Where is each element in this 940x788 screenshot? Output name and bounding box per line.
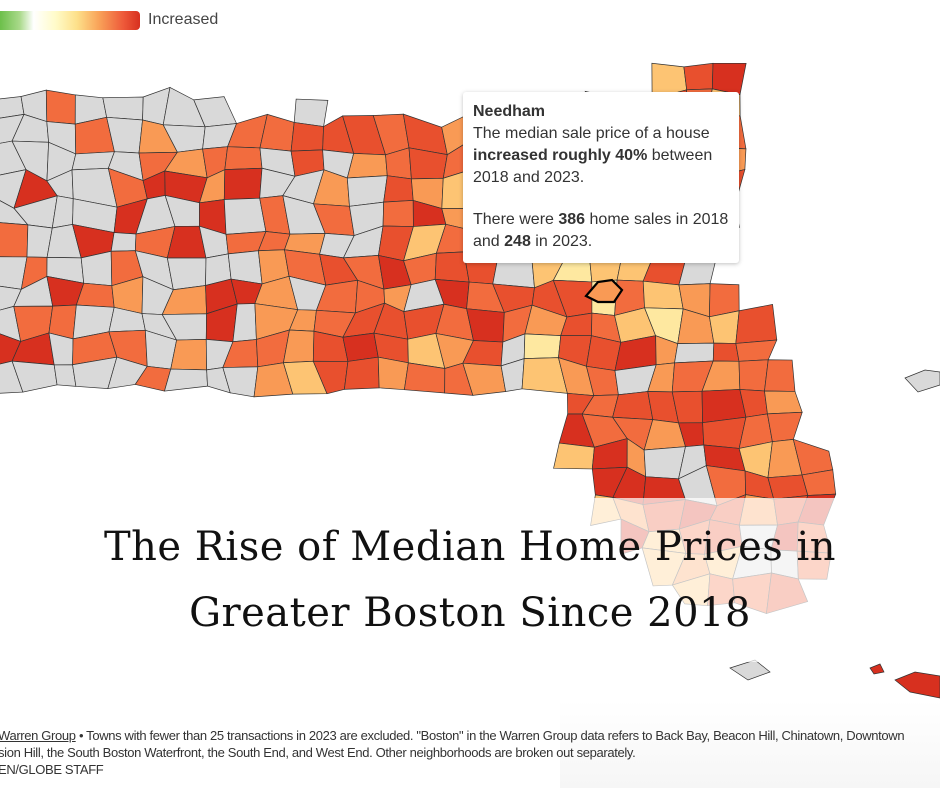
town-shape[interactable] bbox=[383, 175, 414, 203]
town-shape[interactable] bbox=[377, 356, 409, 391]
town-shape[interactable] bbox=[683, 62, 714, 91]
island-shape[interactable] bbox=[904, 369, 940, 393]
town-shape[interactable] bbox=[0, 222, 29, 258]
tooltip-line: home sales in 2018 bbox=[585, 211, 729, 228]
town-shape[interactable] bbox=[227, 250, 263, 285]
town-shape[interactable] bbox=[553, 442, 595, 470]
credit-text: EN/GLOBE STAFF bbox=[0, 762, 104, 777]
tooltip-sales-2018: 386 bbox=[558, 211, 586, 228]
town-shape[interactable] bbox=[166, 257, 207, 291]
town-shape[interactable] bbox=[223, 167, 263, 200]
source-link[interactable]: Warren Group bbox=[0, 728, 76, 743]
tooltip-line: The median sale price of a house bbox=[473, 125, 710, 142]
town-shape[interactable] bbox=[735, 304, 778, 344]
town-shape[interactable] bbox=[767, 474, 809, 500]
town-shape[interactable] bbox=[71, 151, 115, 171]
town-shape[interactable] bbox=[709, 310, 740, 344]
island-shape[interactable] bbox=[869, 663, 885, 675]
town-shape[interactable] bbox=[290, 122, 324, 152]
town-shape[interactable] bbox=[735, 339, 778, 362]
town-shape[interactable] bbox=[163, 368, 208, 392]
title-banner: The Rise of Median Home Prices in Greate… bbox=[0, 498, 940, 662]
town-shape[interactable] bbox=[102, 96, 144, 121]
footer-text: • Towns with fewer than 25 transactions … bbox=[75, 728, 905, 743]
town-shape[interactable] bbox=[764, 390, 803, 415]
town-shape[interactable] bbox=[712, 342, 740, 362]
town-shape[interactable] bbox=[346, 153, 388, 179]
footer-text: sion Hill, the South Boston Waterfront, … bbox=[0, 745, 636, 760]
legend-gradient-bar bbox=[0, 10, 140, 30]
town-shape[interactable] bbox=[612, 391, 654, 420]
town-shape[interactable] bbox=[642, 280, 684, 310]
town-shape[interactable] bbox=[382, 200, 414, 227]
tooltip-line: between bbox=[647, 147, 713, 164]
town-shape[interactable] bbox=[45, 89, 76, 125]
town-shape[interactable] bbox=[224, 146, 263, 171]
town-shape[interactable] bbox=[293, 98, 329, 127]
town-shape[interactable] bbox=[232, 303, 257, 343]
town-shape[interactable] bbox=[223, 197, 267, 235]
town-shape[interactable] bbox=[170, 339, 208, 371]
town-shape[interactable] bbox=[403, 362, 446, 394]
town-shape[interactable] bbox=[523, 333, 562, 359]
town-shape[interactable] bbox=[343, 356, 380, 390]
tooltip-line: in 2023. bbox=[530, 233, 593, 250]
tooltip-town-name: Needham bbox=[473, 103, 546, 120]
legend-label: Increased bbox=[148, 11, 219, 28]
town-shape[interactable] bbox=[702, 416, 747, 449]
tooltip-change: increased roughly 40% bbox=[473, 147, 648, 164]
island-shape[interactable] bbox=[729, 659, 771, 681]
title-line-2: Greater Boston Since 2018 bbox=[189, 590, 751, 636]
tooltip-line: 2018 and 2023. bbox=[473, 169, 585, 186]
town-shape[interactable] bbox=[738, 359, 769, 392]
town-shape[interactable] bbox=[674, 342, 715, 364]
town-tooltip: Needham The median sale price of a house… bbox=[463, 92, 739, 263]
island-shape[interactable] bbox=[894, 671, 940, 699]
highlighted-town-needham[interactable] bbox=[584, 278, 624, 304]
town-shape[interactable] bbox=[586, 335, 622, 371]
town-shape[interactable] bbox=[342, 332, 379, 362]
town-shape[interactable] bbox=[767, 411, 803, 443]
town-shape[interactable] bbox=[53, 364, 77, 387]
tooltip-line: There were bbox=[473, 211, 559, 228]
color-legend: Increased bbox=[0, 9, 218, 31]
town-shape[interactable] bbox=[346, 175, 388, 207]
title-line-1: The Rise of Median Home Prices in bbox=[103, 524, 837, 570]
tooltip-sales-2023: 248 bbox=[504, 233, 531, 250]
town-shape[interactable] bbox=[110, 232, 137, 252]
source-note: Warren Group • Towns with fewer than 25 … bbox=[0, 727, 905, 778]
tooltip-line: and bbox=[473, 233, 505, 250]
town-shape[interactable] bbox=[764, 359, 796, 392]
